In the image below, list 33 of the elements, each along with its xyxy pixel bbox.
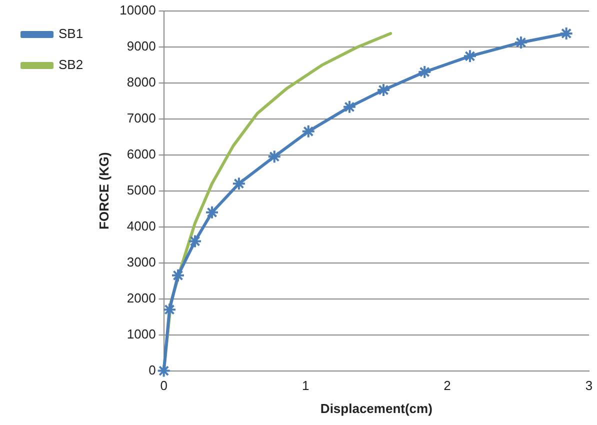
y-tick-label: 10000: [120, 2, 156, 18]
legend-label: SB1: [58, 26, 84, 42]
point: [170, 268, 185, 282]
point: [376, 83, 390, 97]
point: [188, 234, 202, 248]
y-tick-label: 8000: [126, 74, 156, 90]
y-tick-label: 0: [148, 362, 156, 378]
y-tick-label: 2000: [126, 290, 156, 306]
point: [232, 176, 246, 191]
x-tick-label: 0: [160, 378, 168, 394]
point: [205, 205, 220, 220]
y-tick-label: 5000: [126, 182, 156, 198]
point: [342, 100, 356, 114]
y-tick-label: 6000: [126, 146, 156, 162]
point: [514, 35, 528, 50]
point: [156, 364, 171, 378]
y-tick-label: 1000: [126, 326, 156, 342]
point: [267, 150, 282, 164]
y-tick-label: 7000: [126, 110, 156, 126]
point: [462, 49, 477, 64]
point: [559, 26, 574, 40]
x-tick-label: 1: [302, 378, 310, 394]
legend-label: SB2: [58, 57, 84, 72]
point: [162, 302, 176, 317]
y-tick-label: 9000: [126, 38, 156, 54]
y-tick-label: 4000: [126, 218, 156, 234]
x-tick-label: 3: [585, 378, 593, 394]
y-axis-title: FORCE (KG): [96, 152, 112, 230]
point: [301, 124, 316, 138]
point: [418, 65, 432, 79]
x-axis-title: Displacement(cm): [320, 400, 432, 416]
x-tick-label: 2: [444, 378, 451, 394]
y-tick-label: 3000: [126, 254, 156, 270]
